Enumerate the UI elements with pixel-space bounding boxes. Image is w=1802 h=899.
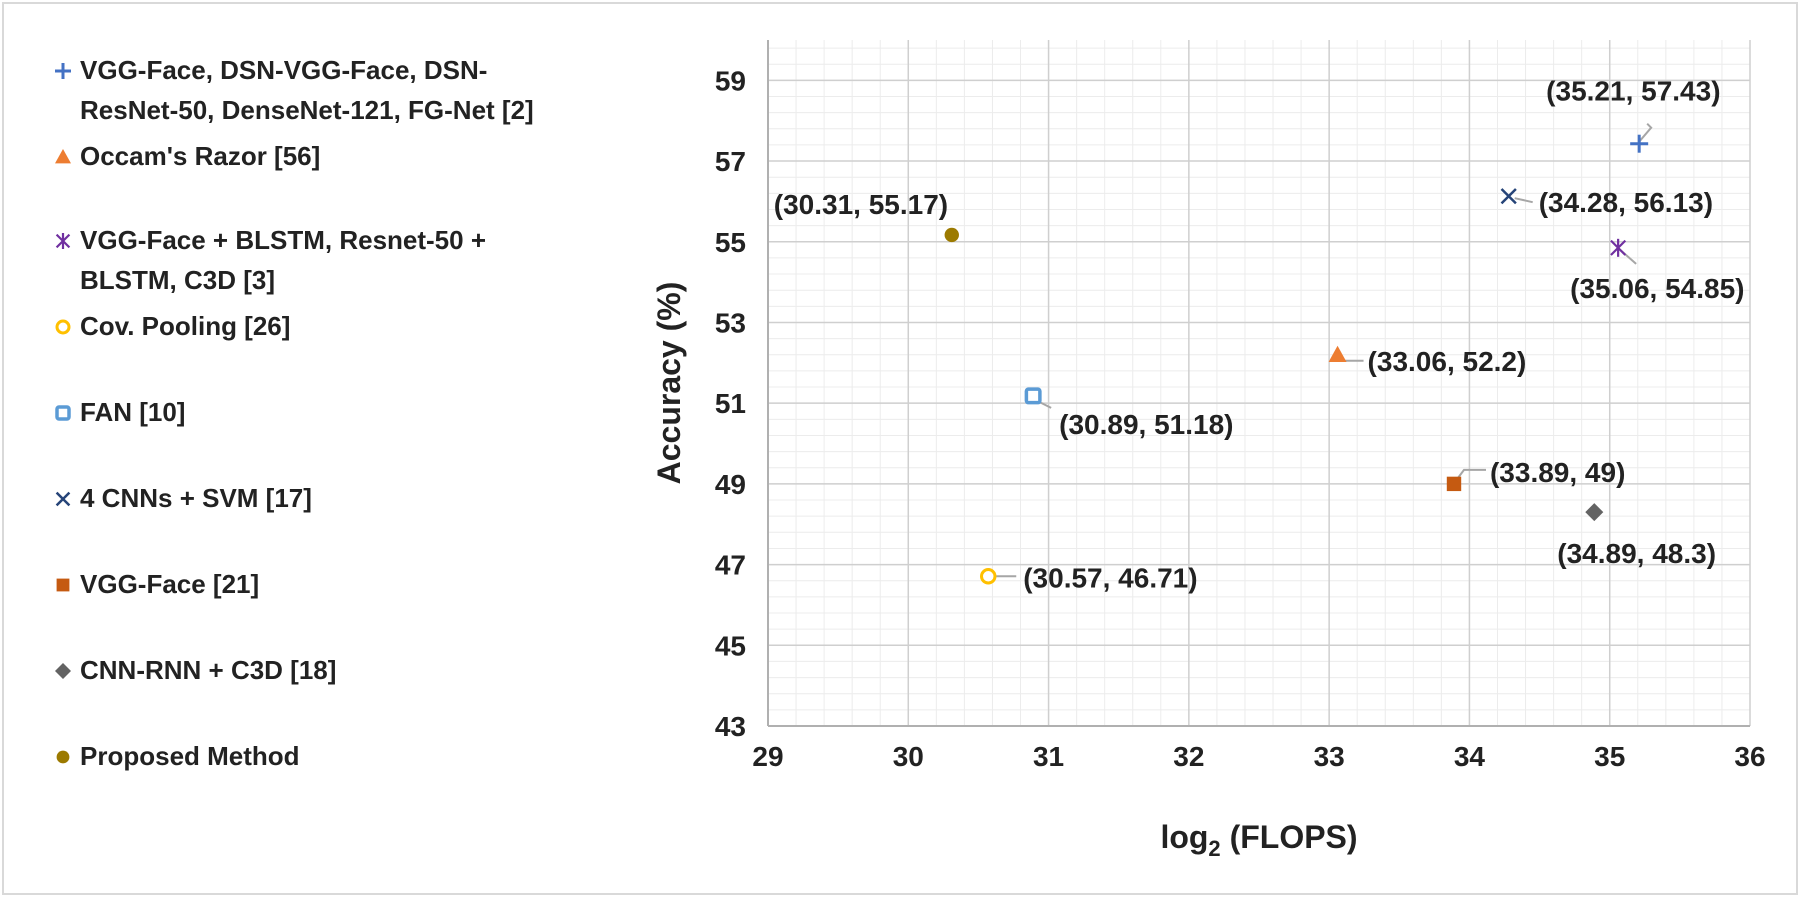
data-point bbox=[1610, 238, 1627, 257]
data-point bbox=[944, 227, 959, 243]
legend-label: FAN [10] bbox=[80, 397, 186, 427]
data-label: (34.28, 56.13) bbox=[1539, 187, 1713, 218]
y-tick-label: 43 bbox=[715, 711, 746, 742]
data-label: (30.57, 46.71) bbox=[1023, 562, 1197, 593]
marker-part bbox=[1328, 345, 1347, 362]
legend-marker-icon bbox=[56, 578, 70, 592]
data-point bbox=[1024, 387, 1042, 405]
data-label-leader bbox=[1638, 122, 1653, 143]
y-tick-label: 59 bbox=[715, 65, 746, 96]
legend-marker-icon bbox=[55, 663, 71, 679]
y-tick-label: 57 bbox=[715, 146, 746, 177]
y-tick-label: 45 bbox=[715, 630, 746, 661]
legend-marker-icon bbox=[55, 233, 71, 249]
y-tick-label: 47 bbox=[715, 550, 746, 581]
marker-part bbox=[55, 491, 71, 507]
data-point bbox=[1328, 345, 1347, 362]
legend-marker bbox=[55, 233, 71, 249]
plot-area bbox=[768, 40, 1750, 726]
y-tick-label: 55 bbox=[715, 227, 746, 258]
data-label-leader bbox=[1514, 197, 1533, 204]
y-tick-label: 51 bbox=[715, 388, 746, 419]
data-label: (30.31, 55.17) bbox=[774, 189, 948, 220]
data-label: (33.06, 52.2) bbox=[1368, 346, 1527, 377]
data-label: (30.89, 51.18) bbox=[1059, 409, 1233, 440]
data-points: (35.21, 57.43) (33.06, 52.2) (35.06, 54.85… bbox=[774, 76, 1745, 594]
data-label: (33.89, 49) bbox=[1490, 457, 1625, 488]
marker-part bbox=[55, 149, 71, 164]
x-tick-label: 34 bbox=[1454, 741, 1486, 772]
legend-marker bbox=[55, 405, 71, 421]
data-label-leader bbox=[1457, 468, 1486, 479]
y-tick-label: 53 bbox=[715, 307, 746, 338]
legend-label: VGG-Face [21] bbox=[80, 569, 260, 599]
marker-part bbox=[1446, 476, 1462, 492]
legend-marker bbox=[56, 578, 70, 592]
legend-label: CNN-RNN + C3D [18] bbox=[80, 655, 337, 685]
legend-label: VGG-Face, DSN-VGG-Face, DSN- ResNet-50, … bbox=[80, 55, 534, 125]
data-point bbox=[1500, 188, 1517, 205]
marker-part bbox=[55, 663, 71, 679]
marker-part bbox=[1585, 503, 1604, 522]
x-tick-label: 30 bbox=[893, 741, 924, 772]
legend-label: VGG-Face + BLSTM, Resnet-50 + BLSTM, C3D… bbox=[80, 225, 487, 295]
legend-marker bbox=[55, 663, 71, 679]
x-axis-title-rest: (FLOPS) bbox=[1221, 819, 1358, 855]
data-point bbox=[1585, 503, 1604, 522]
legend-label: Occam's Razor [56] bbox=[80, 141, 321, 171]
data-label: (35.21, 57.43) bbox=[1546, 76, 1720, 107]
legend-marker-icon bbox=[56, 750, 70, 764]
y-axis-title: Accuracy (%) bbox=[651, 282, 687, 485]
legend-label: 4 CNNs + SVM [17] bbox=[80, 483, 312, 513]
legend-marker bbox=[55, 149, 71, 164]
major-grid bbox=[767, 40, 1751, 727]
legend-marker bbox=[56, 750, 70, 764]
legend-label: Proposed Method bbox=[80, 741, 300, 771]
marker-part bbox=[56, 578, 70, 592]
data-label: (35.06, 54.85) bbox=[1570, 273, 1744, 304]
legend-marker-icon bbox=[55, 149, 71, 164]
legend-marker bbox=[55, 319, 71, 335]
x-tick-label: 36 bbox=[1734, 741, 1765, 772]
x-axis-title: log2 (FLOPS) bbox=[1160, 819, 1357, 861]
x-tick-label: 35 bbox=[1594, 741, 1625, 772]
marker-part bbox=[1024, 387, 1042, 405]
x-tick-label: 33 bbox=[1314, 741, 1345, 772]
x-tick-label: 32 bbox=[1173, 741, 1204, 772]
marker-part bbox=[56, 750, 70, 764]
data-label-leader bbox=[1038, 401, 1052, 409]
y-tick-label: 49 bbox=[715, 469, 746, 500]
data-point bbox=[1446, 476, 1462, 492]
x-axis-title-subscript: 2 bbox=[1208, 836, 1220, 861]
x-tick-label: 29 bbox=[752, 741, 783, 772]
legend-label: Cov. Pooling [26] bbox=[80, 311, 291, 341]
marker-part bbox=[944, 227, 959, 243]
x-tick-label: 31 bbox=[1033, 741, 1064, 772]
data-point bbox=[979, 568, 997, 585]
legend-marker-icon bbox=[55, 319, 71, 335]
data-point bbox=[1630, 134, 1649, 153]
legend-marker-icon bbox=[55, 63, 71, 79]
data-label: (34.89, 48.3) bbox=[1557, 538, 1716, 569]
marker-part bbox=[55, 405, 71, 421]
legend-marker-icon bbox=[55, 405, 71, 421]
x-axis-title-main: log bbox=[1160, 819, 1208, 855]
legend-marker bbox=[55, 491, 71, 507]
marker-part bbox=[55, 319, 71, 335]
marker-part bbox=[1500, 188, 1517, 205]
legend-marker bbox=[55, 63, 71, 79]
legend-marker-icon bbox=[55, 491, 71, 507]
marker-part bbox=[979, 568, 997, 585]
